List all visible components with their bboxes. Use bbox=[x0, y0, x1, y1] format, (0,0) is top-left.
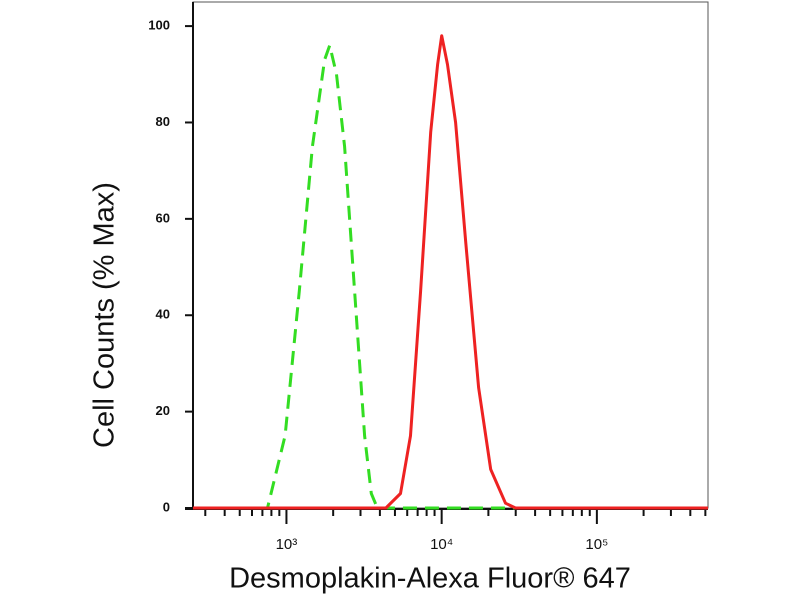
y-tick-label: 60 bbox=[156, 210, 170, 225]
histogram-line bbox=[193, 43, 708, 510]
histogram-line bbox=[193, 34, 708, 510]
y-tick-label: 100 bbox=[148, 18, 170, 33]
y-tick-label: 0 bbox=[163, 499, 170, 514]
x-tick-label: 10⁴ bbox=[430, 536, 453, 553]
x-tick-label: 10⁵ bbox=[585, 536, 608, 553]
y-tick-label: 80 bbox=[156, 114, 170, 129]
y-tick-label: 20 bbox=[156, 403, 170, 418]
x-axis-label: Desmoplakin-Alexa Fluor® 647 bbox=[229, 563, 631, 595]
y-tick-label: 40 bbox=[156, 307, 170, 322]
x-tick-label: 10³ bbox=[276, 536, 298, 553]
y-axis-label: Cell Counts (% Max) bbox=[89, 182, 121, 448]
